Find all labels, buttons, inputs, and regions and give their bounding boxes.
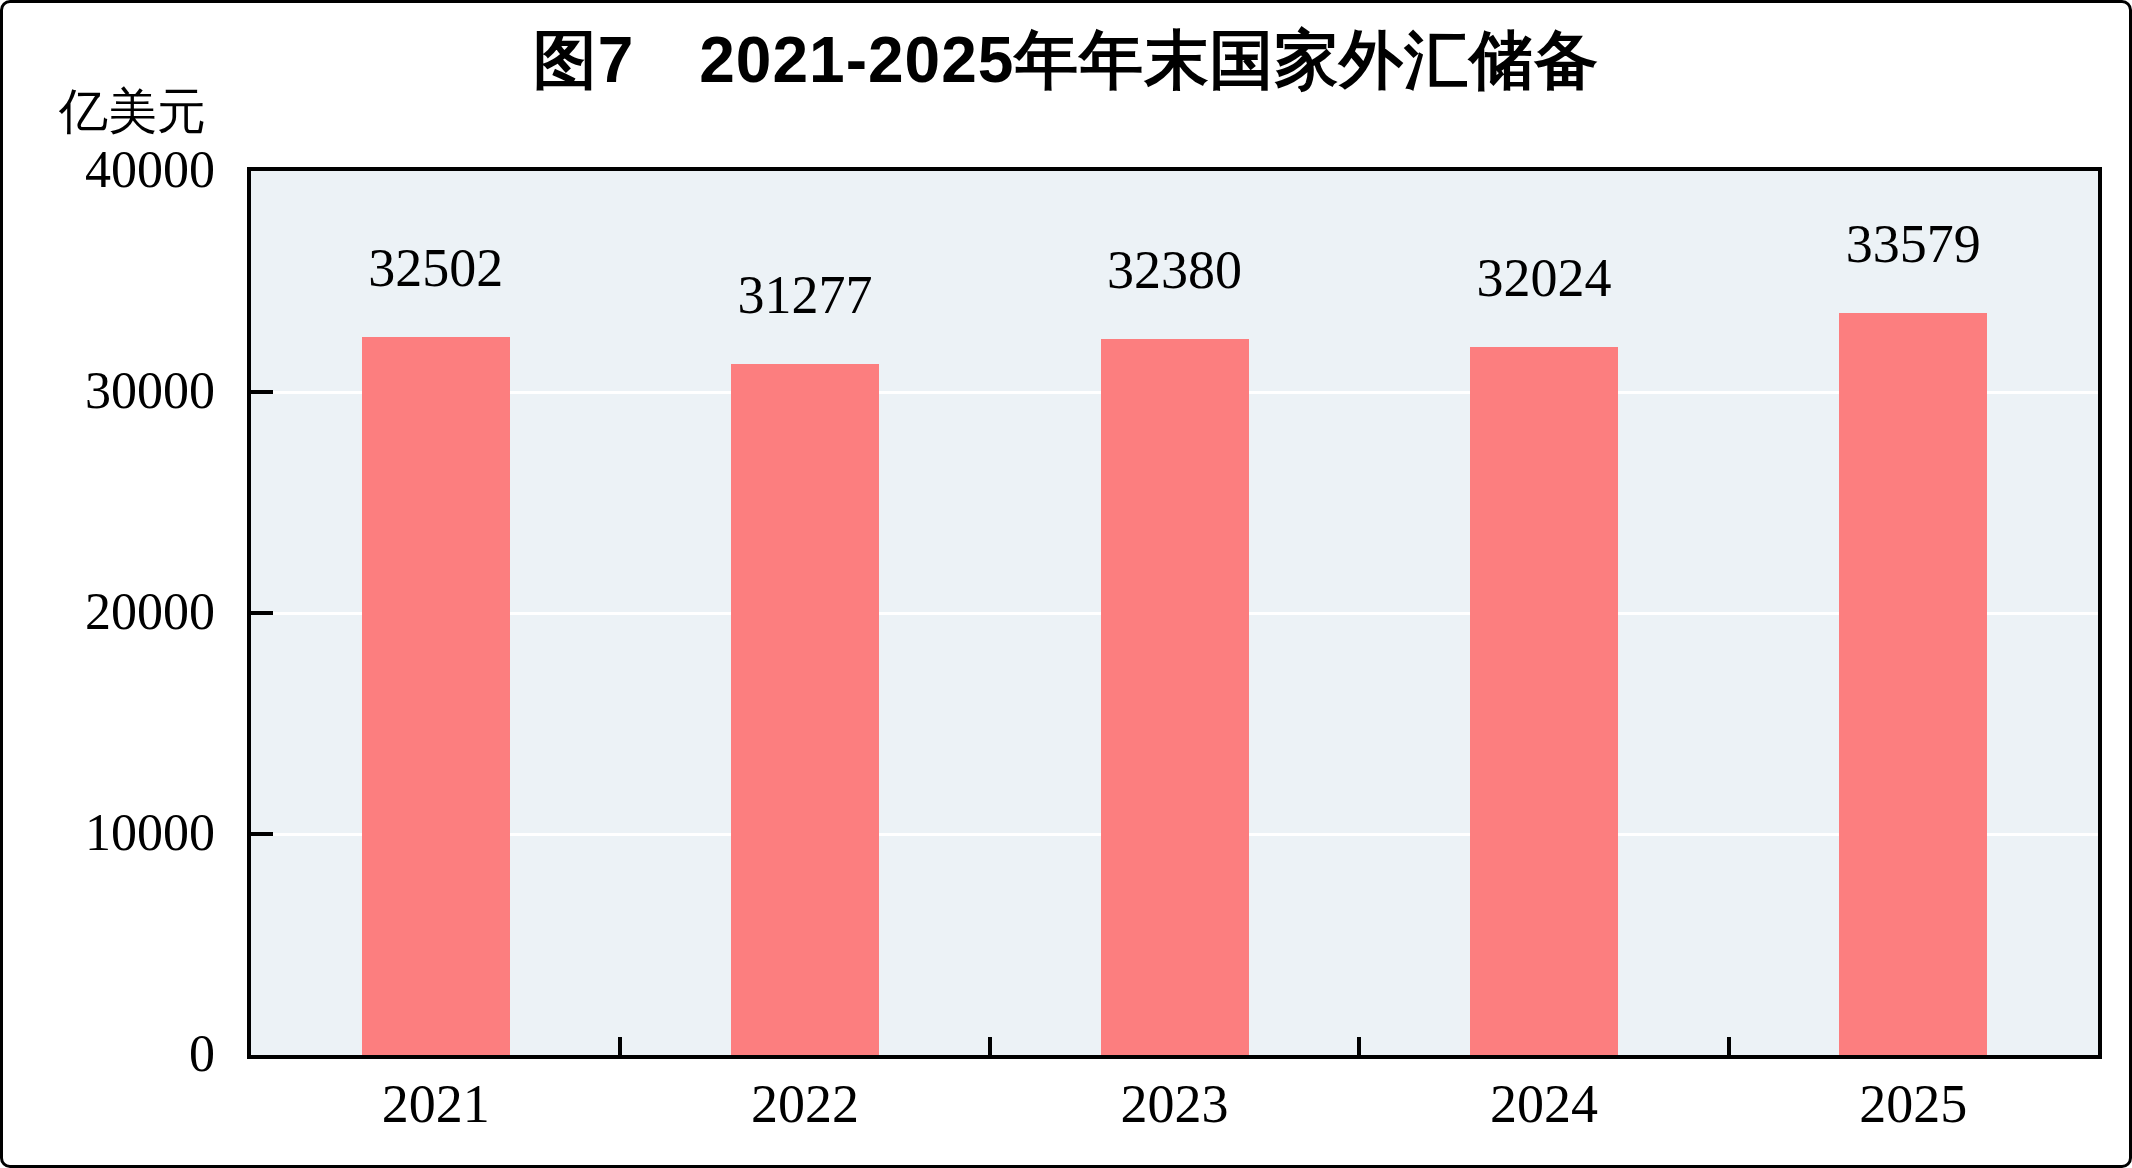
bar-2025 (1839, 313, 1987, 1055)
data-label-2023: 32380 (990, 243, 1360, 297)
data-label-2021: 32502 (251, 241, 621, 295)
y-tick-20000 (251, 611, 273, 615)
x-tick-3 (1357, 1037, 1361, 1055)
y-tick-label-10000: 10000 (3, 807, 215, 859)
bar-2022 (731, 364, 879, 1055)
x-tick-label-2022: 2022 (620, 1077, 990, 1131)
y-tick-label-40000: 40000 (3, 144, 215, 196)
data-label-2024: 32024 (1359, 251, 1729, 305)
data-label-2022: 31277 (620, 268, 990, 322)
x-tick-label-2021: 2021 (251, 1077, 621, 1131)
chart-title: 图7 2021-2025年年末国家外汇储备 (3, 17, 2129, 104)
plot-area (247, 167, 2102, 1059)
x-tick-label-2023: 2023 (990, 1077, 1360, 1131)
bar-2023 (1101, 339, 1249, 1055)
y-tick-label-30000: 30000 (3, 365, 215, 417)
bar-2024 (1470, 347, 1618, 1055)
x-tick-4 (1727, 1037, 1731, 1055)
y-tick-label-20000: 20000 (3, 586, 215, 638)
x-tick-1 (618, 1037, 622, 1055)
data-label-2025: 33579 (1728, 217, 2098, 271)
y-tick-30000 (251, 390, 273, 394)
x-tick-label-2024: 2024 (1359, 1077, 1729, 1131)
y-tick-label-0: 0 (3, 1028, 215, 1080)
x-tick-label-2025: 2025 (1728, 1077, 2098, 1131)
figure-foreign-exchange-reserves: 图7 2021-2025年年末国家外汇储备 亿美元 0 10000 20000 300… (0, 0, 2132, 1168)
y-tick-10000 (251, 832, 273, 836)
x-tick-2 (988, 1037, 992, 1055)
bar-2021 (362, 337, 510, 1055)
y-axis-unit-label: 亿美元 (59, 79, 206, 145)
